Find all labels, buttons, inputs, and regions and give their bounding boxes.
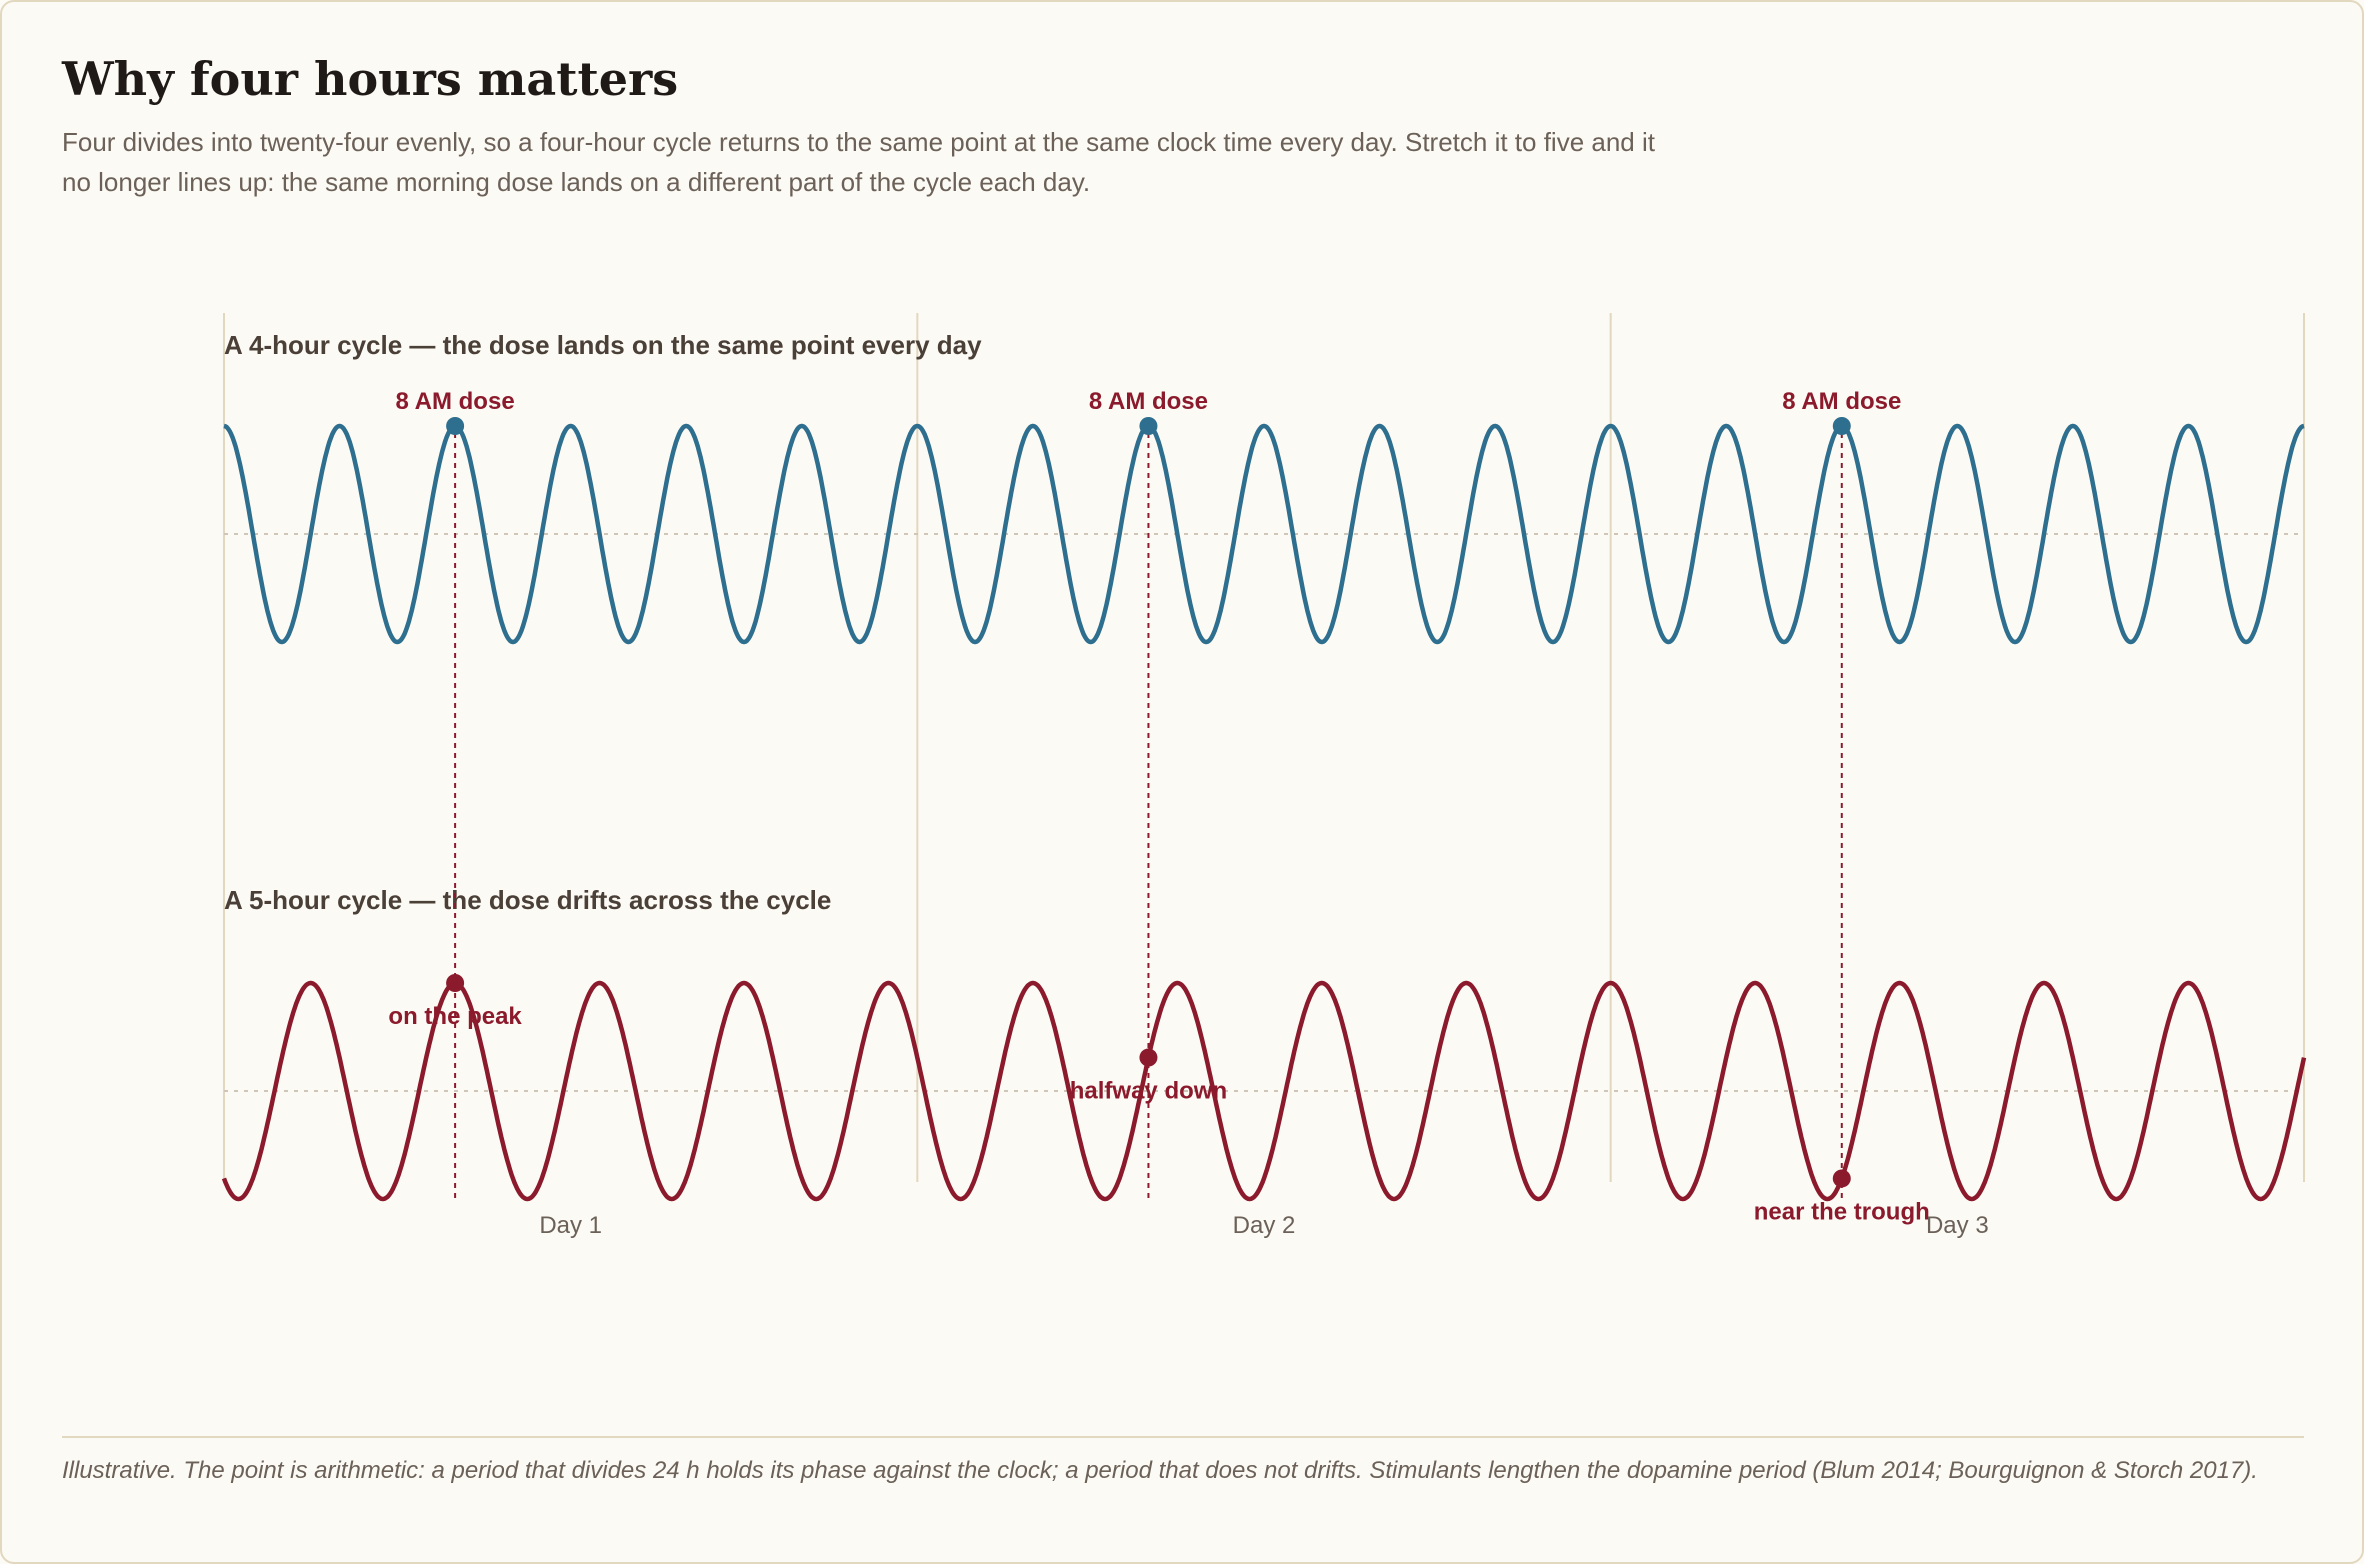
footnote-divider — [62, 1436, 2304, 1438]
four-cycle-line — [223, 423, 2305, 645]
dose-marker-5h — [1139, 1048, 1158, 1067]
dose-marker-4h — [1139, 417, 1158, 435]
dose-marker-4h — [446, 417, 465, 435]
dose-label-5h: near the trough — [1754, 1198, 1930, 1225]
dose-label-5h: on the peak — [388, 1003, 522, 1030]
dose-label-5h: halfway down — [1070, 1078, 1227, 1105]
dose-label-4h: 8 AM dose — [1089, 388, 1208, 415]
day-label: Day 1 — [539, 1212, 602, 1239]
day-label: Day 3 — [1926, 1212, 1989, 1239]
dose-label-4h: 8 AM dose — [396, 388, 515, 415]
five-panel-title: A 5-hour cycle — the dose drifts across … — [224, 885, 831, 915]
dose-label-4h: 8 AM dose — [1782, 388, 1901, 415]
dose-marker-5h — [1832, 1169, 1851, 1188]
day-label: Day 2 — [1233, 1212, 1296, 1239]
dose-marker-4h — [1832, 417, 1851, 435]
page-subtitle: Four divides into twenty-four evenly, so… — [62, 127, 1655, 197]
page-title: Why four hours matters — [62, 52, 679, 106]
four-panel-title: A 4-hour cycle — the dose lands on the s… — [224, 330, 982, 360]
footnote: Illustrative. The point is arithmetic: a… — [62, 1457, 2258, 1484]
five-cycle-line — [221, 980, 2307, 1202]
dose-marker-5h — [446, 974, 465, 992]
cycle-chart: A 4-hour cycle — the dose lands on the s… — [221, 313, 2307, 1239]
